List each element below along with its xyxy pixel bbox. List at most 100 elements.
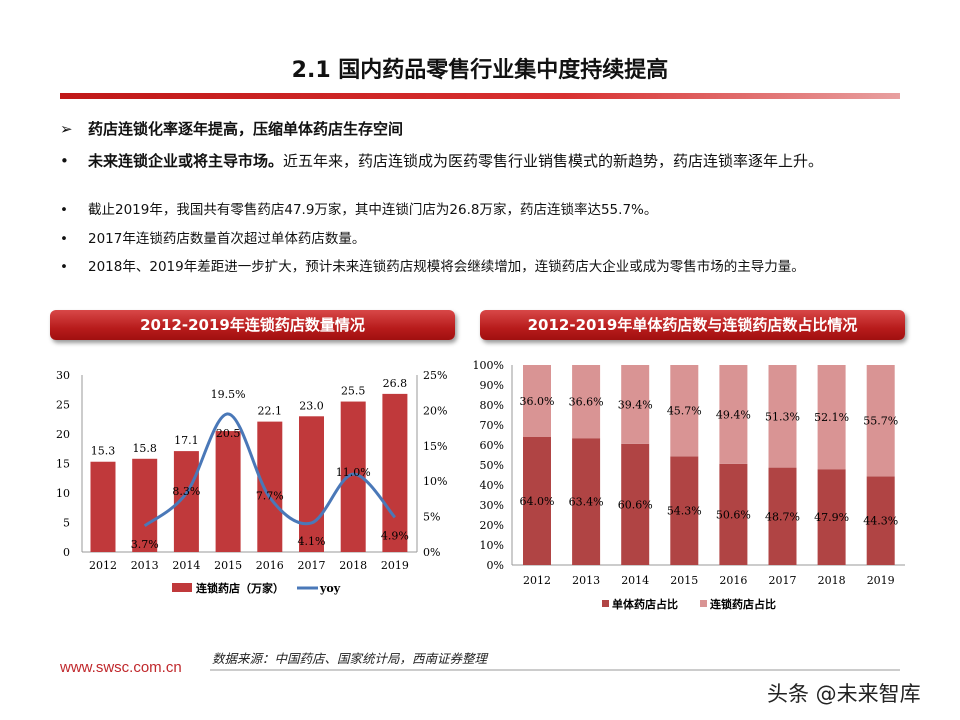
y-tick-label: 100% bbox=[473, 359, 504, 372]
bar-chain-store bbox=[621, 365, 650, 444]
bar-data-label: 48.7% bbox=[765, 510, 800, 523]
legend-bar-swatch bbox=[172, 583, 192, 592]
x-tick-label: 2015 bbox=[670, 574, 698, 587]
bullet-bold: 未来连锁企业或将主导市场。 bbox=[88, 152, 284, 170]
chart2-title: 2012-2019年单体药店数与连锁药店数占比情况 bbox=[480, 310, 905, 340]
bar-data-label: 63.4% bbox=[569, 496, 604, 509]
bar-data-label: 49.4% bbox=[716, 408, 751, 421]
bar-chain-store bbox=[768, 365, 797, 468]
bar-data-label: 52.1% bbox=[814, 411, 849, 424]
bar-single-store bbox=[621, 443, 650, 565]
bullet-item: • 未来连锁企业或将主导市场。近五年来，药店连锁成为医药零售行业销售模式的新趋势… bbox=[60, 151, 910, 171]
y2-tick-label: 5% bbox=[423, 511, 440, 524]
bullet-item: • 2018年、2019年差距进一步扩大，预计未来连锁药店规模将会继续增加，连锁… bbox=[60, 259, 805, 275]
y-tick-label: 20 bbox=[56, 428, 70, 441]
legend-label: 连锁药店（万家） bbox=[196, 581, 284, 595]
y-tick-label: 70% bbox=[480, 419, 504, 432]
line-data-label: 7.7% bbox=[256, 489, 284, 502]
y-tick-label: 20% bbox=[480, 519, 504, 532]
x-tick-label: 2017 bbox=[298, 559, 326, 572]
chart1-title: 2012-2019年连锁药店数量情况 bbox=[50, 310, 455, 340]
dot-bullet-icon: • bbox=[60, 152, 69, 170]
bar-data-label: 55.7% bbox=[863, 415, 898, 428]
legend-swatch bbox=[602, 600, 609, 607]
legend-label: yoy bbox=[319, 582, 341, 595]
y-tick-label: 30 bbox=[56, 369, 70, 382]
x-tick-label: 2019 bbox=[867, 574, 895, 587]
x-tick-label: 2012 bbox=[89, 559, 117, 572]
bar-data-label: 60.6% bbox=[618, 498, 653, 511]
yoy-line bbox=[143, 412, 397, 528]
bar-data-label: 54.3% bbox=[667, 505, 702, 518]
y-tick-label: 50% bbox=[480, 459, 504, 472]
y-tick-label: 30% bbox=[480, 499, 504, 512]
legend-label: 单体药店占比 bbox=[612, 597, 678, 611]
line-data-label: 4.9% bbox=[381, 529, 409, 542]
line-data-label: 4.1% bbox=[298, 535, 326, 548]
bar bbox=[215, 431, 241, 552]
bar-data-label: 23.0 bbox=[299, 399, 324, 412]
legend-swatch bbox=[700, 600, 707, 607]
bar-chain-store bbox=[523, 365, 551, 437]
bar-data-label: 15.8 bbox=[132, 442, 157, 455]
bar-data-label: 51.3% bbox=[765, 410, 800, 423]
arrow-bullet-icon: ➢ bbox=[60, 120, 73, 138]
bar-single-store bbox=[817, 469, 846, 565]
bar-data-label: 39.4% bbox=[618, 398, 653, 411]
y2-tick-label: 20% bbox=[423, 404, 447, 417]
y-tick-label: 0% bbox=[487, 559, 504, 572]
bar-chain-store bbox=[572, 365, 601, 439]
x-tick-label: 2016 bbox=[719, 574, 747, 587]
website-url[interactable]: www.swsc.com.cn bbox=[60, 659, 182, 676]
dot-bullet-icon: • bbox=[60, 259, 68, 275]
page-title: 2.1 国内药品零售行业集中度持续提高 bbox=[291, 58, 669, 83]
bullet-item: • 2017年连锁药店数量首次超过单体药店数量。 bbox=[60, 231, 366, 247]
legend-label: 连锁药店占比 bbox=[710, 597, 776, 611]
x-tick-label: 2014 bbox=[172, 559, 200, 572]
bar-chain-store bbox=[817, 365, 846, 470]
y-tick-label: 90% bbox=[480, 379, 504, 392]
x-tick-label: 2018 bbox=[818, 574, 846, 587]
line-data-label: 8.3% bbox=[172, 485, 200, 498]
y-tick-label: 25 bbox=[56, 399, 70, 412]
bar-data-label: 44.3% bbox=[863, 515, 898, 528]
x-tick-label: 2013 bbox=[572, 574, 600, 587]
x-tick-label: 2016 bbox=[256, 559, 284, 572]
y2-tick-label: 0% bbox=[423, 546, 440, 559]
bullet-item: • 截止2019年，我国共有零售药店47.9万家，其中连锁门店为26.8万家，药… bbox=[60, 202, 658, 218]
x-tick-label: 2018 bbox=[339, 559, 367, 572]
bullet-text: 近五年来，药店连锁成为医药零售行业销售模式的新趋势，药店连锁率逐年上升。 bbox=[283, 152, 824, 170]
x-tick-label: 2017 bbox=[769, 574, 797, 587]
y-tick-label: 10 bbox=[56, 487, 70, 500]
footer-divider bbox=[210, 669, 900, 671]
bar-data-label: 26.8 bbox=[383, 377, 408, 390]
bar-chain-store bbox=[866, 365, 895, 477]
data-source: 数据来源：中国药店、国家统计局，西南证券整理 bbox=[212, 651, 488, 666]
bar-data-label: 22.1 bbox=[258, 405, 283, 418]
bar-data-label: 47.9% bbox=[814, 511, 849, 524]
dot-bullet-icon: • bbox=[60, 202, 68, 218]
y-tick-label: 15 bbox=[56, 458, 70, 471]
y-tick-label: 80% bbox=[480, 399, 504, 412]
bar bbox=[132, 458, 158, 552]
y2-tick-label: 25% bbox=[423, 369, 447, 382]
bar-single-store bbox=[670, 456, 699, 565]
bullet-heading: ➢ 药店连锁化率逐年提高，压缩单体药店生存空间 bbox=[60, 120, 404, 138]
bar bbox=[257, 421, 283, 552]
bar-chain-store bbox=[670, 365, 699, 457]
line-data-label: 3.7% bbox=[131, 538, 159, 551]
bar bbox=[382, 393, 408, 552]
y-tick-label: 10% bbox=[480, 539, 504, 552]
x-tick-label: 2013 bbox=[131, 559, 159, 572]
x-tick-label: 2015 bbox=[214, 559, 242, 572]
x-tick-label: 2014 bbox=[621, 574, 649, 587]
bar-chain-store bbox=[719, 365, 748, 464]
bar-single-store bbox=[866, 476, 895, 565]
bar-data-label: 15.3 bbox=[91, 445, 116, 458]
y2-tick-label: 10% bbox=[423, 475, 447, 488]
x-tick-label: 2012 bbox=[523, 574, 551, 587]
bar-data-label: 45.7% bbox=[667, 405, 702, 418]
bar-data-label: 17.1 bbox=[174, 434, 199, 447]
bar-data-label: 25.5 bbox=[341, 385, 366, 398]
